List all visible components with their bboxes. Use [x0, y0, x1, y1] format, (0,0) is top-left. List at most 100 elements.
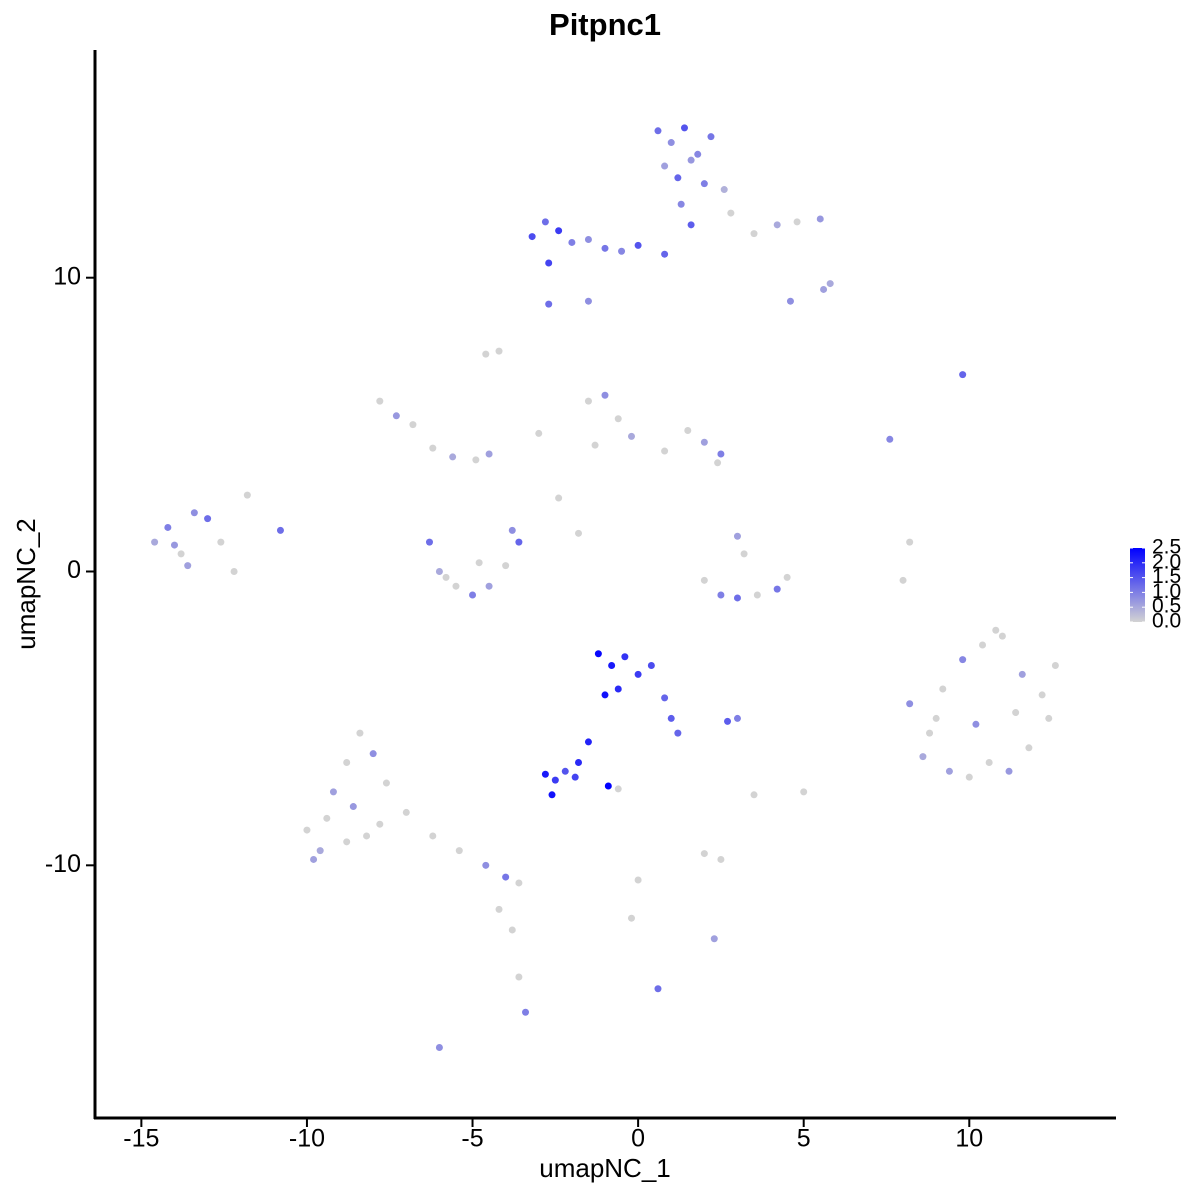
cell-point	[661, 250, 669, 258]
cell-point	[634, 241, 642, 249]
cell-point	[601, 691, 609, 699]
cell-point	[1018, 670, 1026, 678]
cell-point	[601, 244, 609, 252]
cell-point	[541, 770, 549, 778]
cell-point	[753, 591, 761, 599]
colorbar-label: 0.0	[1152, 610, 1181, 633]
cell-point	[329, 788, 337, 796]
cell-point	[435, 568, 443, 576]
cell-point	[425, 538, 433, 546]
cell-point	[376, 397, 384, 405]
cell-point	[343, 758, 351, 766]
cell-point	[545, 259, 553, 267]
cell-point	[204, 515, 212, 523]
cell-point	[724, 717, 732, 725]
cell-point	[707, 133, 715, 141]
cell-point	[382, 779, 390, 787]
cell-point	[535, 429, 543, 437]
cell-point	[184, 562, 192, 570]
cell-point	[429, 832, 437, 840]
cell-point	[515, 879, 523, 887]
cell-point	[700, 180, 708, 188]
cell-point	[733, 594, 741, 602]
cell-point	[601, 391, 609, 399]
x-tick-label: -5	[461, 1125, 483, 1153]
cell-point	[343, 838, 351, 846]
cell-point	[429, 444, 437, 452]
cell-point	[561, 767, 569, 775]
cell-point	[992, 626, 1000, 634]
cell-point	[1038, 691, 1046, 699]
cell-point	[485, 450, 493, 458]
cell-point	[820, 285, 828, 293]
cell-point	[674, 729, 682, 737]
cell-point	[985, 758, 993, 766]
cell-point	[710, 935, 718, 943]
cell-point	[700, 850, 708, 858]
cell-point	[276, 526, 284, 534]
cell-point	[392, 412, 400, 420]
cell-point	[363, 832, 371, 840]
cell-point	[899, 576, 907, 584]
cell-point	[515, 538, 523, 546]
cell-point	[773, 221, 781, 229]
cell-point	[727, 209, 735, 217]
cell-point	[740, 550, 748, 558]
cell-point	[694, 150, 702, 158]
cell-point	[627, 914, 635, 922]
cell-point	[661, 694, 669, 702]
cell-point	[508, 526, 516, 534]
cell-point	[965, 773, 973, 781]
cell-point	[661, 447, 669, 455]
cell-point	[545, 300, 553, 308]
cell-point	[584, 738, 592, 746]
cell-point	[472, 456, 480, 464]
x-tick-label: -15	[123, 1125, 159, 1153]
cell-point	[402, 808, 410, 816]
cell-point	[614, 785, 622, 793]
cell-point	[482, 350, 490, 358]
cell-point	[217, 538, 225, 546]
cell-point	[568, 238, 576, 246]
cell-point	[475, 559, 483, 567]
cell-point	[502, 873, 510, 881]
points	[151, 124, 1059, 1051]
cell-point	[1045, 714, 1053, 722]
cell-point	[926, 729, 934, 737]
cell-point	[687, 156, 695, 164]
y-tick-label: 10	[53, 262, 81, 290]
x-axis-title: umapNC_1	[539, 1153, 671, 1183]
cell-point	[647, 662, 655, 670]
cell-point	[469, 591, 477, 599]
x-tick-label: 10	[955, 1125, 983, 1153]
cell-point	[654, 127, 662, 135]
cell-point	[1025, 744, 1033, 752]
cell-point	[243, 491, 251, 499]
cell-point	[151, 538, 159, 546]
cell-point	[717, 591, 725, 599]
cell-point	[316, 847, 324, 855]
cell-point	[932, 714, 940, 722]
cell-point	[495, 347, 503, 355]
colorbar-label: 1.0	[1152, 580, 1181, 603]
cell-point	[786, 297, 794, 305]
cell-point	[800, 788, 808, 796]
cell-point	[584, 397, 592, 405]
cell-point	[591, 441, 599, 449]
cell-point	[310, 855, 318, 863]
cell-point	[1051, 662, 1059, 670]
cell-point	[522, 1008, 530, 1016]
cell-point	[608, 662, 616, 670]
cell-point	[959, 371, 967, 379]
cell-point	[654, 985, 662, 993]
cell-point	[502, 562, 510, 570]
cell-point	[1012, 709, 1020, 717]
cell-point	[455, 847, 463, 855]
colorbar-label: 0.5	[1152, 595, 1181, 618]
cell-point	[773, 585, 781, 593]
colorbar	[1130, 548, 1145, 622]
cell-point	[230, 568, 238, 576]
cell-point	[972, 720, 980, 728]
cell-point	[661, 162, 669, 170]
cell-point	[750, 791, 758, 799]
